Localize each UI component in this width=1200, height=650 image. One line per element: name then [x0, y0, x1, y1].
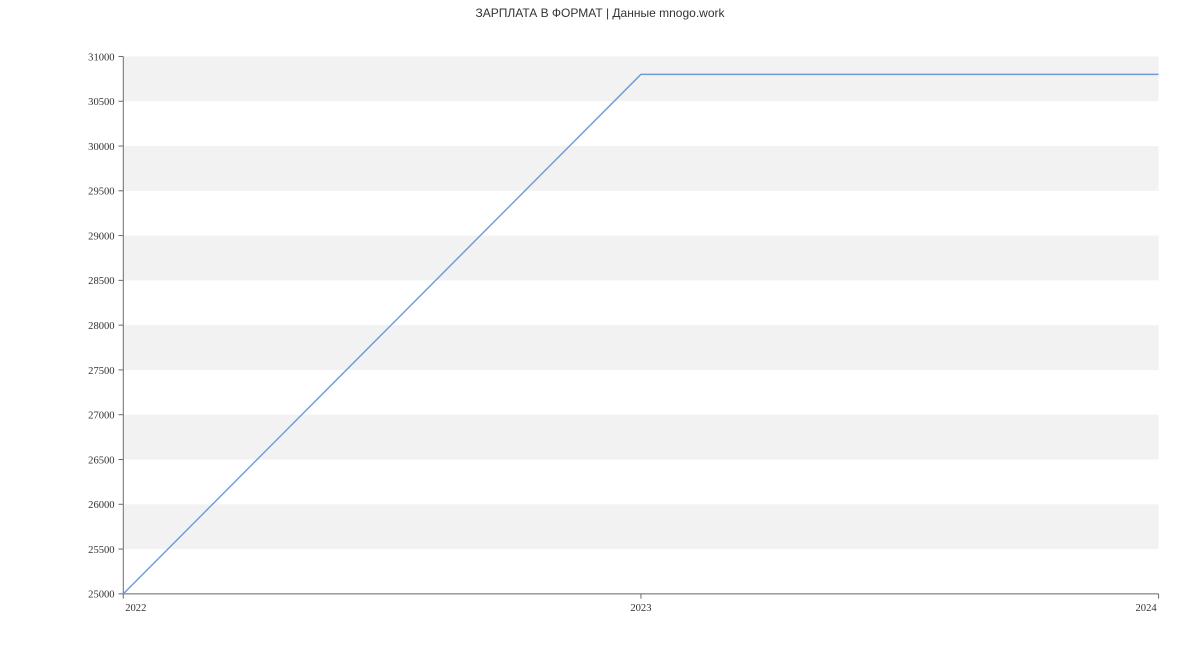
y-tick-label: 27500 [88, 366, 114, 377]
x-tick-label: 2023 [630, 603, 651, 614]
y-tick-label: 27000 [88, 411, 114, 422]
y-tick-label: 29500 [88, 187, 114, 198]
x-tick-label: 2022 [125, 603, 146, 614]
y-tick-label: 29000 [88, 231, 114, 242]
y-tick-label: 26500 [88, 455, 114, 466]
y-tick-label: 28000 [88, 321, 114, 332]
salary-line-chart: 25000 25500 26000 26500 27000 27500 28000 28500… [0, 16, 1200, 642]
y-tick-label: 25500 [88, 545, 114, 556]
y-tick-label: 25000 [88, 590, 114, 601]
y-tick-label: 28500 [88, 276, 114, 287]
y-tick-label: 31000 [88, 52, 114, 63]
y-tick-label: 26000 [88, 500, 114, 511]
y-tick-label: 30500 [88, 97, 114, 108]
x-tick-label: 2024 [1136, 603, 1158, 614]
y-tick-label: 30000 [88, 142, 114, 153]
